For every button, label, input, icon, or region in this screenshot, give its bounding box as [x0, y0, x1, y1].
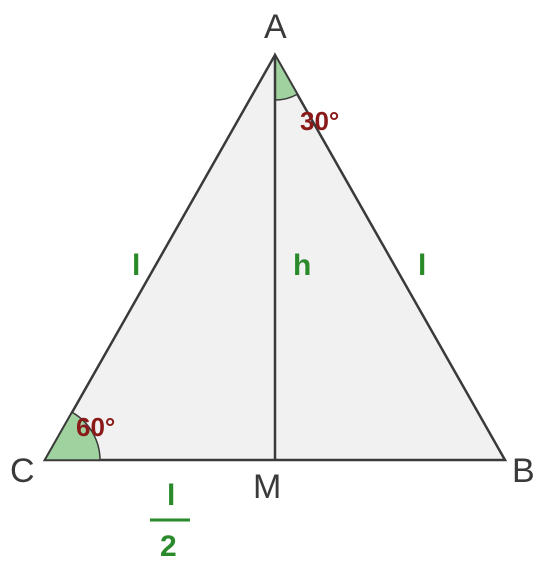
vertex-b-label: B [512, 452, 535, 490]
edge-cm-denominator: 2 [160, 530, 177, 563]
edge-ab-label: l [418, 249, 426, 282]
vertex-a-label: A [264, 8, 287, 46]
angle-a-label: 30° [300, 106, 339, 136]
edge-ac-label: l [132, 249, 140, 282]
edge-am-label: h [293, 249, 311, 282]
edge-cm-numerator: l [167, 479, 175, 512]
angle-a-arc [275, 55, 297, 100]
vertex-c-label: C [10, 452, 35, 490]
vertex-m-label: M [253, 468, 281, 506]
angle-c-label: 60° [76, 412, 115, 442]
